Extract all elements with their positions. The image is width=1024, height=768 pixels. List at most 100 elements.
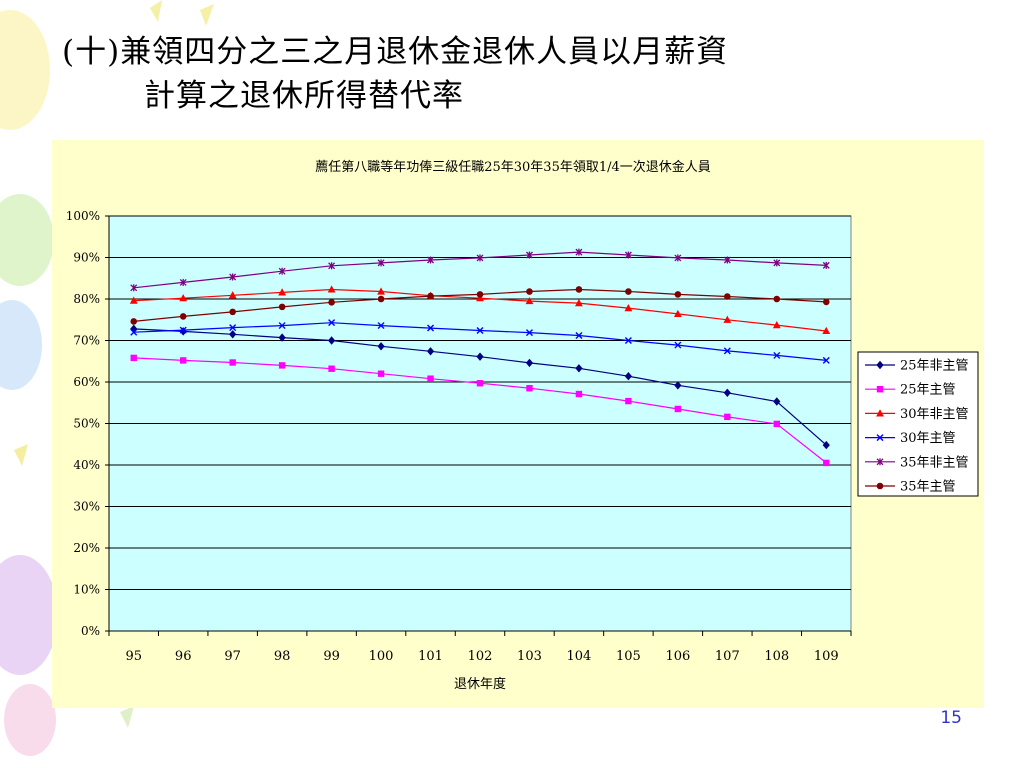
legend-marker [876, 409, 884, 417]
data-point [723, 315, 732, 323]
x-tick-label: 101 [418, 649, 443, 664]
legend-item: 25年主管 [865, 383, 956, 398]
data-point [129, 296, 138, 304]
y-tick-label: 80% [73, 292, 100, 306]
data-point [179, 278, 187, 286]
data-point [526, 251, 533, 259]
data-point [476, 291, 484, 298]
y-tick-label: 50% [73, 417, 100, 431]
marker-stroke [525, 329, 533, 337]
series-3 [129, 285, 831, 335]
data-point [624, 304, 633, 312]
data-point [674, 291, 682, 298]
data-point [723, 347, 731, 355]
legend: 25年非主管 25年主管 30年非主管 30年主管 35年非主管 35年主管 [857, 351, 979, 497]
series-1 [130, 324, 830, 450]
y-tick-label: 60% [73, 375, 100, 389]
x-tick-label: 108 [764, 649, 789, 664]
legend-item: 30年非主管 [865, 407, 969, 422]
data-point [525, 329, 533, 337]
y-tick-label: 40% [73, 458, 100, 472]
deco-petal [0, 555, 58, 675]
data-point [229, 324, 237, 332]
data-point [674, 381, 682, 390]
axes: 0% 10% 20% 30% 40% 50% 60% 70% 80% 90% 100% 95 96 97 9… [66, 209, 852, 664]
data-point [624, 371, 632, 381]
series-lines [129, 248, 831, 467]
data-point [476, 352, 484, 361]
marker-stroke [723, 347, 731, 355]
marker-stroke [377, 322, 385, 330]
data-point [130, 324, 138, 334]
y-tick-label: 90% [73, 251, 100, 265]
data-point [773, 397, 781, 406]
legend-label: 35年主管 [900, 480, 956, 495]
legend-item: 35年主管 [865, 480, 956, 495]
x-tick-label: 99 [323, 649, 340, 664]
series-6 [130, 286, 830, 325]
data-point [773, 259, 781, 267]
data-point [130, 354, 137, 362]
data-point [624, 337, 632, 344]
data-point [328, 319, 336, 327]
marker-stroke [179, 326, 187, 334]
data-point [625, 288, 632, 295]
data-point [328, 262, 336, 270]
data-point [822, 326, 831, 335]
x-tick-label: 106 [665, 649, 690, 664]
legend-item: 25年非主管 [865, 359, 969, 374]
x-tick-label: 109 [814, 649, 839, 664]
data-point [229, 330, 237, 339]
data-point [328, 299, 335, 306]
legend-item: 35年非主管 [865, 455, 969, 470]
data-point [179, 313, 187, 320]
data-point [674, 341, 682, 349]
marker-stroke [427, 324, 435, 332]
data-point [674, 254, 682, 262]
data-point [822, 356, 830, 364]
data-point [772, 321, 781, 329]
data-point [229, 359, 236, 366]
y-tick-label: 0% [81, 624, 100, 638]
x-tick-label: 97 [224, 649, 241, 664]
x-tick-label: 105 [616, 649, 641, 664]
x-tick-label: 103 [517, 649, 542, 664]
x-tick-label: 104 [567, 649, 592, 664]
data-point [526, 385, 533, 392]
data-point [823, 459, 830, 467]
data-point [377, 322, 385, 330]
data-point [278, 288, 287, 296]
legend-marker [876, 360, 884, 370]
deco-triangle [200, 4, 214, 26]
data-point [228, 291, 237, 299]
data-point [130, 284, 138, 292]
data-point [723, 256, 731, 264]
series-4 [130, 319, 830, 364]
data-point [328, 365, 335, 372]
y-tick-label: 100% [66, 209, 100, 223]
y-tick-label: 20% [73, 541, 100, 555]
x-tick-label: 96 [175, 649, 192, 664]
marker-stroke [476, 327, 484, 335]
x-tick-label: 95 [125, 649, 142, 664]
y-tick-label: 70% [73, 334, 100, 348]
data-point [179, 294, 188, 302]
data-point [526, 288, 533, 295]
data-point [476, 254, 484, 262]
x-tick-label: 102 [468, 649, 493, 664]
data-point [179, 326, 187, 334]
data-point [575, 390, 583, 398]
deco-petal [4, 684, 56, 756]
data-point [278, 362, 286, 369]
data-point [278, 303, 286, 311]
data-point [625, 397, 632, 405]
data-point [130, 318, 138, 325]
data-point [229, 308, 236, 316]
marker-stroke [575, 332, 583, 340]
legend-marker [876, 458, 884, 466]
x-tick-label: 107 [715, 649, 740, 664]
legend-item: 30年主管 [865, 431, 956, 446]
legend-marker [876, 434, 884, 442]
data-point [773, 351, 781, 359]
legend-label: 30年主管 [900, 431, 956, 446]
